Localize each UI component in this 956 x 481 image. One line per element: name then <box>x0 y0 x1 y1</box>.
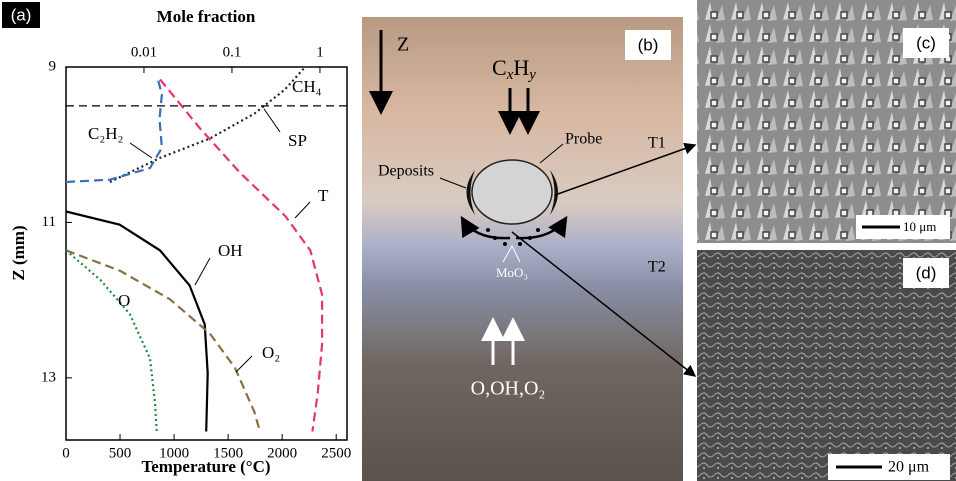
deposits-label: Deposits <box>378 163 434 180</box>
t1-label: T1 <box>648 135 666 152</box>
x2-tick-label: 1 <box>316 44 324 60</box>
flame-photo <box>362 17 683 481</box>
x-tick-label: 1500 <box>213 445 243 461</box>
series-line <box>66 212 208 432</box>
scale-bar-label: 20 μm <box>888 459 930 476</box>
oxidizer-label: O,OH,O₂ <box>471 378 546 400</box>
reactant-part: H <box>513 55 529 80</box>
x-tick-label: 0 <box>62 445 70 461</box>
series-label: T <box>318 186 329 205</box>
panel-tag: (c) <box>916 33 936 52</box>
y-tick-label: 11 <box>42 214 56 230</box>
x-tick-label: 1000 <box>159 445 189 461</box>
t2-label: T2 <box>648 259 666 276</box>
x-tick-label: 2500 <box>321 445 351 461</box>
x2-tick-label: 0.1 <box>223 44 242 60</box>
y-tick-label: 9 <box>49 58 57 74</box>
series-label: OH <box>218 241 243 260</box>
annotation-label: SP <box>288 131 307 150</box>
leader <box>236 356 252 372</box>
oxide-label: MoO₃ <box>496 265 528 280</box>
panel-b: (b) Z CxHy Probe Deposits T1 T2 MoO₃ O,O… <box>362 17 683 481</box>
probe-label: Probe <box>565 131 602 148</box>
series-line <box>110 67 305 182</box>
panel-tag: (a) <box>11 5 32 24</box>
panel-a: (a) Mole fraction Temperature (°C) Z (mm… <box>2 2 351 476</box>
scale-bar-label: 10 μm <box>903 219 936 234</box>
series-label: C₂H₂ <box>88 124 123 143</box>
panel-tag: (d) <box>916 263 937 282</box>
x2-tick-label: 0.01 <box>131 44 157 60</box>
series-label: CH₄ <box>292 77 322 96</box>
leader <box>295 202 310 218</box>
x-tick-label: 2000 <box>267 445 297 461</box>
leader <box>195 258 210 285</box>
series-label: O <box>118 291 130 310</box>
figure: (a) Mole fraction Temperature (°C) Z (mm… <box>0 0 956 481</box>
x-tick-label: 500 <box>109 445 132 461</box>
series-label: O₂ <box>262 343 280 362</box>
series-line <box>66 250 260 431</box>
series-line <box>66 250 157 431</box>
leader <box>130 143 152 158</box>
y-tick-label: 13 <box>41 369 56 385</box>
reactant-part: C <box>492 55 507 80</box>
z-label: Z <box>397 34 409 56</box>
panel-tag: (b) <box>638 35 659 54</box>
panel-c: (c) 10 μm <box>697 0 956 243</box>
panel-d: (d) 20 μm <box>697 250 956 481</box>
probe <box>472 160 552 224</box>
reactant-part: y <box>527 67 536 83</box>
y-title: Z (mm) <box>9 225 28 280</box>
leader <box>264 109 280 132</box>
x2-title: Mole fraction <box>157 7 256 26</box>
